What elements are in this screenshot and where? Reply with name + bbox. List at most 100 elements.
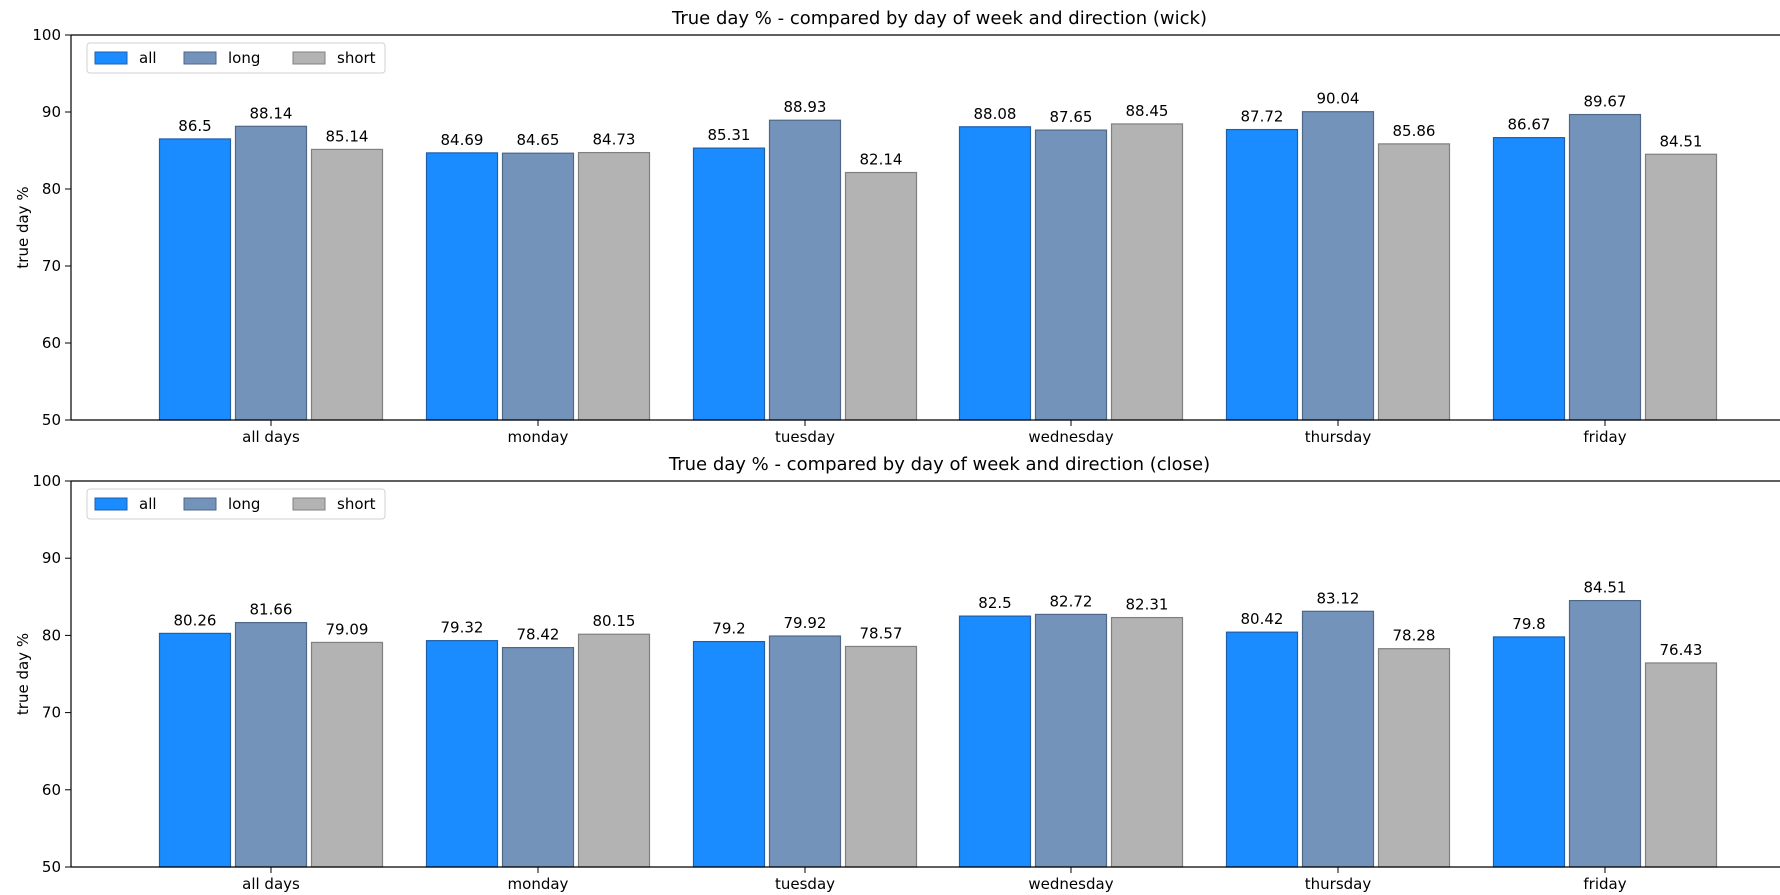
- bar-long-wednesday: [1034, 129, 1108, 421]
- bar-value-label: 88.08: [974, 105, 1017, 123]
- bar-value-label: 79.09: [326, 620, 369, 638]
- bar-short-thursday: [1377, 143, 1451, 421]
- bar-value-label: 79.2: [712, 620, 745, 638]
- bar-all-friday: [1492, 636, 1566, 868]
- y-tick-label: 90: [42, 103, 61, 121]
- legend-label-long: long: [228, 49, 260, 67]
- bar-value-label: 88.93: [784, 98, 827, 116]
- bar-value-label: 82.72: [1050, 592, 1093, 610]
- bar-all-friday: [1492, 137, 1566, 421]
- bar-value-label: 83.12: [1317, 589, 1360, 607]
- bar-short-friday: [1644, 662, 1718, 868]
- y-tick-label: 80: [42, 180, 61, 198]
- bar-all-monday: [425, 152, 499, 421]
- y-tick-label: 70: [42, 704, 61, 722]
- y-tick-label: 90: [42, 549, 61, 567]
- legend: all long short: [86, 42, 386, 74]
- bar-short-thursday: [1377, 648, 1451, 868]
- x-tick-label: monday: [508, 428, 569, 446]
- x-tick-label: friday: [1583, 428, 1626, 446]
- bar-value-label: 85.31: [708, 126, 751, 144]
- bar-value-label: 86.5: [178, 117, 211, 135]
- legend: all long short: [86, 488, 386, 520]
- y-tick-label: 100: [32, 26, 61, 44]
- y-axis-label: true day %: [14, 633, 32, 715]
- x-tick-label: tuesday: [775, 875, 835, 893]
- bar-long-tuesday: [768, 119, 842, 421]
- legend-box: [86, 488, 386, 520]
- bar-value-label: 78.57: [860, 624, 903, 642]
- bar-short-all-days: [310, 148, 384, 421]
- bar-value-label: 79.32: [441, 619, 484, 637]
- x-tick-label: tuesday: [775, 428, 835, 446]
- chart-panel-close: True day % - compared by day of week and…: [14, 454, 1780, 893]
- legend-box: [86, 42, 386, 74]
- bar-long-wednesday: [1034, 613, 1108, 868]
- legend-label-all: all: [139, 49, 157, 67]
- bar-all-monday: [425, 640, 499, 868]
- bar-long-all-days: [234, 125, 308, 421]
- bar-value-label: 80.26: [174, 611, 217, 629]
- x-tick-label: all days: [242, 428, 300, 446]
- legend-swatch-long: [183, 51, 217, 65]
- bar-long-friday: [1568, 599, 1642, 868]
- bar-all-tuesday: [692, 640, 766, 868]
- bar-all-thursday: [1225, 631, 1299, 868]
- bar-all-all-days: [158, 632, 232, 868]
- bar-short-wednesday: [1110, 123, 1184, 421]
- y-tick-label: 100: [32, 472, 61, 490]
- chart-panel-wick: True day % - compared by day of week and…: [14, 8, 1780, 446]
- bar-long-monday: [501, 646, 575, 868]
- y-tick-label: 60: [42, 781, 61, 799]
- bar-long-tuesday: [768, 635, 842, 868]
- bar-value-label: 84.51: [1584, 579, 1627, 597]
- legend-swatch-all: [94, 51, 128, 65]
- bar-value-label: 88.14: [250, 104, 293, 122]
- x-tick-label: all days: [242, 875, 300, 893]
- legend-swatch-short: [292, 51, 326, 65]
- bar-value-label: 82.5: [978, 594, 1011, 612]
- bar-value-label: 84.65: [517, 131, 560, 149]
- bar-value-label: 87.65: [1050, 108, 1093, 126]
- bar-value-label: 85.86: [1393, 122, 1436, 140]
- bar-all-all-days: [158, 138, 232, 421]
- legend-label-short: short: [337, 49, 376, 67]
- bar-value-label: 79.8: [1512, 615, 1545, 633]
- bar-value-label: 85.14: [326, 127, 369, 145]
- x-tick-label: friday: [1583, 875, 1626, 893]
- legend-label-long: long: [228, 495, 260, 513]
- bar-value-label: 89.67: [1584, 93, 1627, 111]
- bar-value-label: 84.51: [1660, 132, 1703, 150]
- legend-swatch-long: [183, 497, 217, 511]
- bar-short-friday: [1644, 153, 1718, 421]
- x-tick-label: monday: [508, 875, 569, 893]
- bar-value-label: 86.67: [1508, 116, 1551, 134]
- y-tick-label: 80: [42, 626, 61, 644]
- bar-long-monday: [501, 152, 575, 421]
- bar-all-thursday: [1225, 128, 1299, 421]
- bar-short-monday: [577, 151, 651, 421]
- chart-title: True day % - compared by day of week and…: [671, 8, 1207, 29]
- bar-value-label: 81.66: [250, 601, 293, 619]
- legend-swatch-all: [94, 497, 128, 511]
- bar-value-label: 80.42: [1241, 610, 1284, 628]
- bar-value-label: 88.45: [1126, 102, 1169, 120]
- bar-short-monday: [577, 633, 651, 868]
- bar-long-thursday: [1301, 610, 1375, 868]
- bar-value-label: 78.42: [517, 626, 560, 644]
- bar-long-friday: [1568, 113, 1642, 421]
- bar-long-all-days: [234, 621, 308, 868]
- bar-all-tuesday: [692, 147, 766, 421]
- bar-short-wednesday: [1110, 616, 1184, 868]
- x-tick-label: thursday: [1305, 428, 1372, 446]
- x-tick-label: thursday: [1305, 875, 1372, 893]
- bar-short-all-days: [310, 641, 384, 868]
- legend-label-short: short: [337, 495, 376, 513]
- y-tick-label: 50: [42, 411, 61, 429]
- y-axis-label: true day %: [14, 186, 32, 268]
- bar-value-label: 82.31: [1126, 596, 1169, 614]
- y-tick-label: 70: [42, 257, 61, 275]
- bar-value-label: 90.04: [1317, 90, 1360, 108]
- y-tick-label: 60: [42, 334, 61, 352]
- bar-value-label: 79.92: [784, 614, 827, 632]
